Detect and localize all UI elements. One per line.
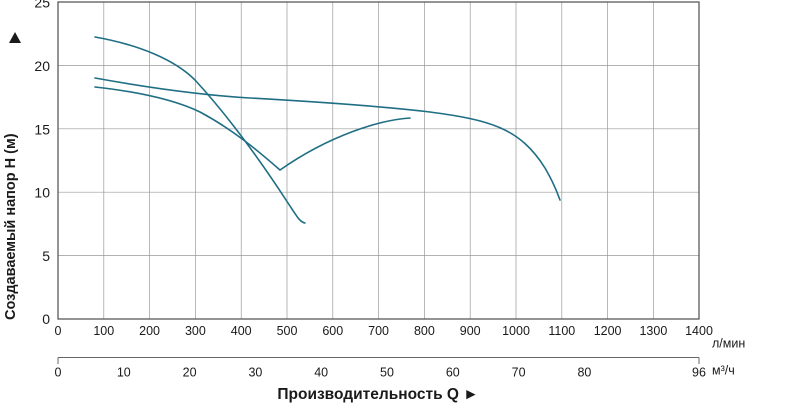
svg-text:10: 10 xyxy=(34,185,50,201)
svg-text:5: 5 xyxy=(42,248,50,264)
svg-text:1200: 1200 xyxy=(594,324,622,338)
svg-text:200: 200 xyxy=(139,324,160,338)
svg-text:900: 900 xyxy=(460,324,481,338)
svg-text:96: 96 xyxy=(692,366,706,380)
svg-text:20: 20 xyxy=(183,366,197,380)
svg-text:600: 600 xyxy=(322,324,343,338)
svg-text:1100: 1100 xyxy=(548,324,575,338)
svg-text:50: 50 xyxy=(380,366,394,380)
svg-text:0: 0 xyxy=(55,324,62,338)
svg-text:400: 400 xyxy=(231,324,252,338)
svg-text:500: 500 xyxy=(277,324,298,338)
svg-text:700: 700 xyxy=(368,324,389,338)
svg-text:Производительность Q ►: Производительность Q ► xyxy=(277,386,478,403)
svg-text:40: 40 xyxy=(314,366,328,380)
svg-text:20: 20 xyxy=(34,58,50,74)
svg-text:1300: 1300 xyxy=(639,324,667,338)
svg-text:м³/ч: м³/ч xyxy=(712,364,735,378)
svg-text:100: 100 xyxy=(93,324,114,338)
svg-text:15: 15 xyxy=(34,121,50,137)
svg-text:л/мин: л/мин xyxy=(712,337,745,351)
svg-text:300: 300 xyxy=(185,324,206,338)
svg-text:Создаваемый напор H (м): Создаваемый напор H (м) xyxy=(3,133,19,320)
svg-text:80: 80 xyxy=(577,366,591,380)
svg-text:0: 0 xyxy=(55,366,62,380)
svg-text:25: 25 xyxy=(34,0,50,11)
svg-text:1400: 1400 xyxy=(685,324,713,338)
svg-text:800: 800 xyxy=(414,324,435,338)
svg-text:60: 60 xyxy=(446,366,460,380)
svg-text:10: 10 xyxy=(117,366,131,380)
svg-text:70: 70 xyxy=(512,366,526,380)
svg-text:1000: 1000 xyxy=(502,324,530,338)
svg-text:30: 30 xyxy=(248,366,262,380)
svg-text:0: 0 xyxy=(42,311,50,327)
